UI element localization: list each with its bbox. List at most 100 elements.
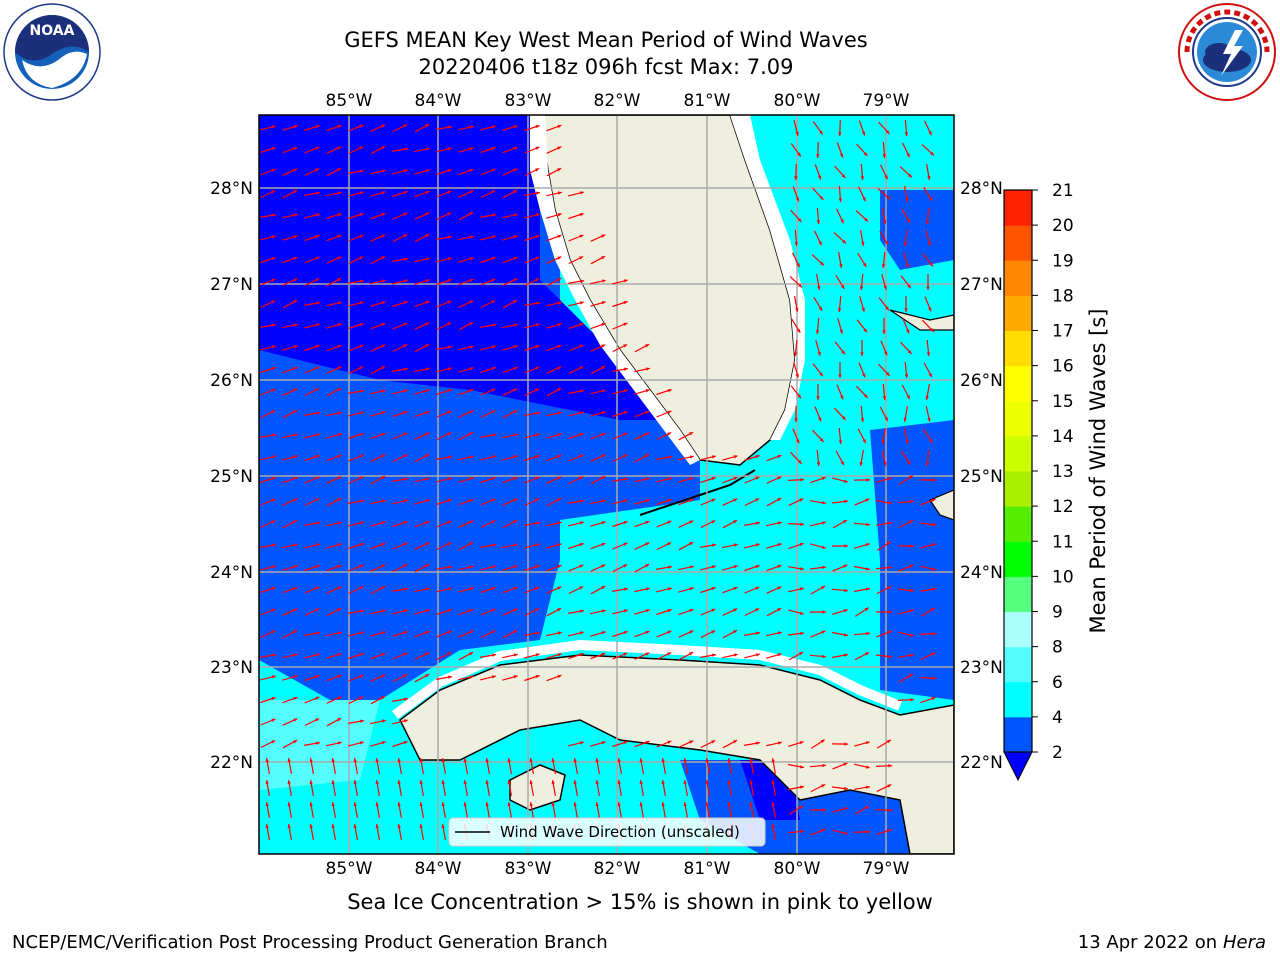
wind-arrow-head <box>884 175 888 180</box>
wind-arrow-head <box>381 631 386 635</box>
wind-arrow-head <box>293 498 298 502</box>
wind-arrow-head <box>799 652 803 656</box>
wind-arrow-head <box>337 256 342 260</box>
colorbar-segment <box>1004 260 1032 296</box>
wind-arrow-head <box>271 587 276 591</box>
wind-arrow-head <box>645 499 650 503</box>
wind-arrow-head <box>403 389 408 393</box>
colorbar-tick-label: 16 <box>1052 357 1074 377</box>
wind-arrow-head <box>359 191 364 195</box>
wind-arrow-head <box>886 541 891 546</box>
wind-arrow-head <box>927 417 931 422</box>
wind-arrow-head <box>397 802 401 806</box>
wind-arrow-head <box>839 153 844 158</box>
wind-arrow-head <box>865 498 870 502</box>
wind-arrow-head <box>337 191 342 195</box>
wind-arrow-head <box>271 718 276 722</box>
wind-arrow-head <box>794 176 798 180</box>
wind-arrow-head <box>795 131 799 136</box>
wind-arrow-head <box>485 780 489 784</box>
wind-arrow-head <box>844 786 848 791</box>
wind-arrow-head <box>667 652 672 656</box>
chart-title-line1: GEFS MEAN Key West Mean Period of Wind W… <box>344 28 868 52</box>
colorbar-tick-label: 8 <box>1052 638 1063 658</box>
wind-arrow-head <box>315 543 320 547</box>
wind-arrow-head <box>271 520 276 524</box>
wind-arrow-head <box>360 389 364 393</box>
wind-arrow-head <box>623 279 628 283</box>
wind-arrow-head <box>755 653 760 657</box>
cuba-land <box>399 654 954 854</box>
wind-arrow-head <box>667 542 672 546</box>
wind-arrow-head <box>639 802 643 806</box>
wind-arrow-head <box>865 741 870 745</box>
wind-arrow-head <box>645 740 650 745</box>
wind-arrow-head <box>595 758 599 762</box>
wind-arrow-head <box>425 212 430 216</box>
lat-labels-left: 28°N 27°N 26°N 25°N 24°N 23°N 22°N <box>210 179 253 773</box>
wind-arrow-head <box>359 521 364 525</box>
no-data-fringe-east <box>730 115 805 440</box>
wind-arrow-head <box>360 169 364 173</box>
wind-arrow-head <box>925 220 930 224</box>
wind-arrow-head <box>403 631 408 635</box>
wind-arrow-head <box>447 432 452 436</box>
wind-arrow-head <box>755 586 760 590</box>
wind-arrow-head <box>841 350 845 355</box>
wind-arrow-head <box>271 278 276 282</box>
wind-arrow-head <box>860 176 864 180</box>
wind-arrow-head <box>535 565 540 569</box>
wind-arrow-head <box>536 521 540 525</box>
wind-arrow-head <box>272 213 276 217</box>
wind-arrow-head <box>375 758 379 762</box>
wind-arrow-head <box>601 564 606 568</box>
lon-label: 82°W <box>594 91 641 111</box>
wind-arrow-head <box>403 191 408 195</box>
lat-label: 22°N <box>960 753 1003 773</box>
wind-arrow-head <box>579 366 584 370</box>
wind-arrow-head <box>733 498 738 502</box>
wind-arrow-head <box>447 410 452 414</box>
wind-arrow-head <box>309 802 313 806</box>
wind-arrow-head <box>595 802 599 806</box>
wind-arrow-head <box>425 147 430 151</box>
wind-arrow-head <box>733 608 738 612</box>
wind-arrow-head <box>513 520 518 524</box>
wind-arrow-head <box>469 542 474 546</box>
colorbar-tick-label: 19 <box>1052 251 1074 271</box>
wind-arrow-head <box>579 454 584 458</box>
wind-arrow-head <box>667 410 672 414</box>
wind-arrow-head <box>293 410 298 414</box>
wind-arrow-head <box>491 300 496 304</box>
wind-arrow-head <box>777 741 782 745</box>
wind-arrow-head <box>771 824 775 828</box>
wind-arrow-head <box>689 432 694 436</box>
wind-arrow-head <box>623 344 628 348</box>
wind-arrow-head <box>821 545 826 549</box>
wind-arrow-head <box>821 521 826 525</box>
wind-arrow-head <box>888 654 892 659</box>
wind-arrow-head <box>448 675 452 679</box>
wind-arrow-head <box>469 520 474 524</box>
wind-arrow-head <box>601 542 606 547</box>
lat-label: 26°N <box>210 371 253 391</box>
wind-arrow-head <box>271 477 276 481</box>
wind-arrow-head <box>557 366 562 370</box>
wind-arrow-head <box>863 394 868 398</box>
wind-arrow-head <box>623 521 628 525</box>
wind-arrow-head <box>689 587 694 591</box>
wind-arrow-head <box>733 653 738 657</box>
wind-arrow-head <box>888 808 892 812</box>
wind-arrow-head <box>777 653 782 657</box>
wind-arrow-head <box>865 652 870 656</box>
lat-label: 23°N <box>960 658 1003 678</box>
wind-arrow-head <box>315 718 320 722</box>
wind-arrow-head <box>535 476 540 480</box>
wind-arrow-head <box>492 653 496 657</box>
wind-arrow-head <box>838 198 842 202</box>
wind-arrow-head <box>425 279 430 283</box>
wind-arrow-head <box>513 388 518 392</box>
wind-arrow-head <box>293 675 298 679</box>
wind-arrow-head <box>381 521 386 525</box>
wind-arrow-head <box>727 780 731 784</box>
